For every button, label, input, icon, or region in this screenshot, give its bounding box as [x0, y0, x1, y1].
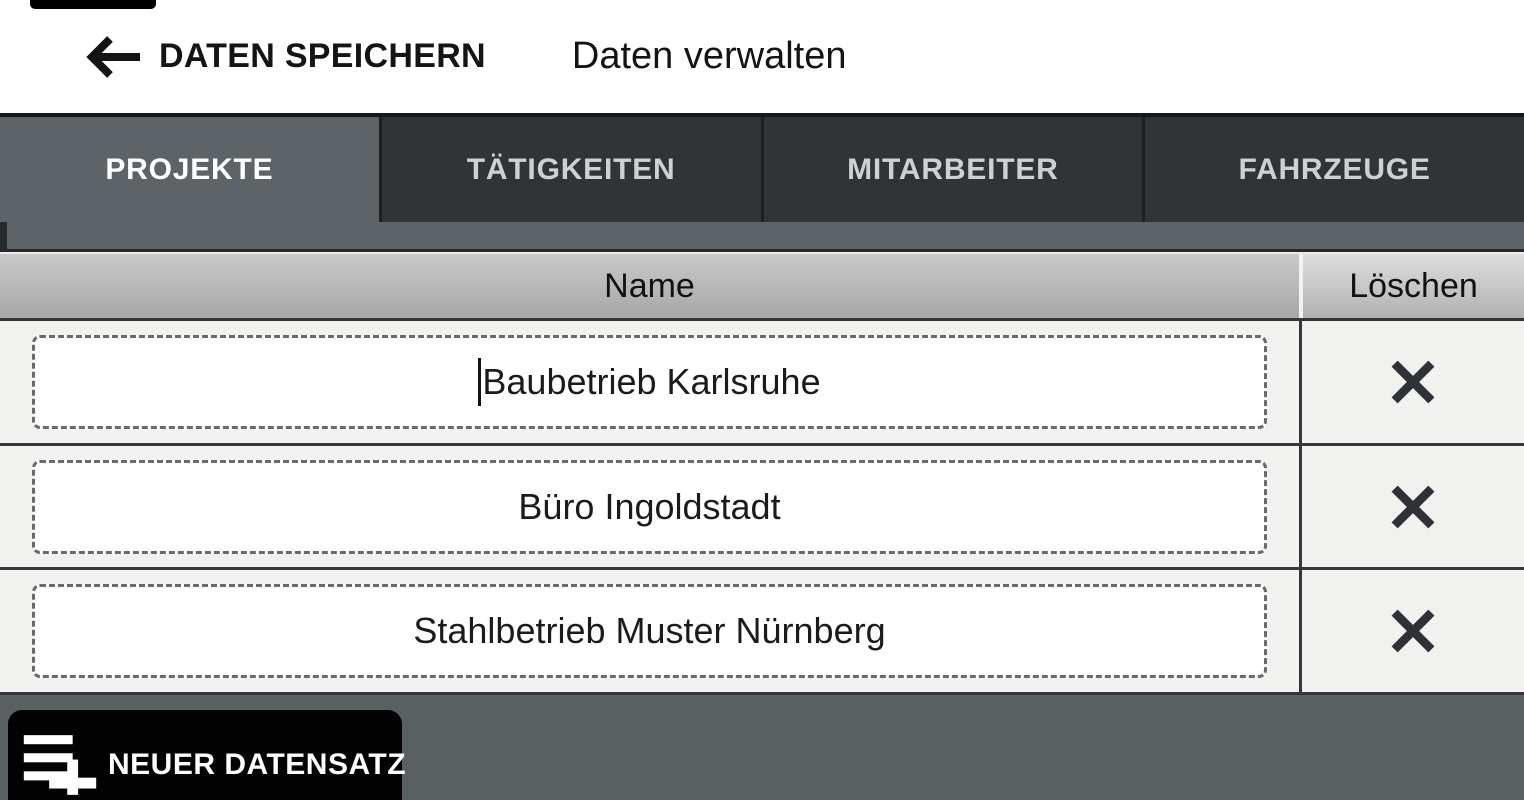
- delete-row-button[interactable]: [1299, 445, 1524, 568]
- top-bar: DATEN SPEICHERN Daten verwalten: [0, 0, 1524, 113]
- table-body: Baubetrieb Karlsruhe Büro Ingoldstadt: [0, 321, 1524, 696]
- tab-bar: PROJEKTE TÄTIGKEITEN MITARBEITER FAHRZEU…: [0, 113, 1524, 252]
- column-header-name: Name: [0, 254, 1299, 318]
- name-input[interactable]: Büro Ingoldstadt: [32, 459, 1267, 554]
- back-arrow-icon: [86, 35, 140, 78]
- save-data-back-button[interactable]: DATEN SPEICHERN: [84, 35, 486, 79]
- table-row: Büro Ingoldstadt: [0, 445, 1524, 571]
- new-record-label: NEUER DATENSATZ: [108, 748, 407, 781]
- delete-x-icon: [1391, 609, 1435, 653]
- save-data-label: DATEN SPEICHERN: [159, 37, 486, 75]
- tab-strip-edge-mark: [0, 222, 7, 249]
- column-header-delete: Löschen: [1299, 254, 1524, 318]
- delete-x-icon: [1391, 485, 1435, 528]
- tab-taetigkeiten[interactable]: TÄTIGKEITEN: [378, 117, 761, 222]
- tab-mitarbeiter[interactable]: MITARBEITER: [760, 117, 1143, 222]
- text-cursor: [478, 357, 482, 406]
- name-input[interactable]: Stahlbetrieb Muster Nürnberg: [32, 584, 1267, 679]
- name-input-value: Baubetrieb Karlsruhe: [482, 360, 821, 402]
- name-cell: Stahlbetrieb Muster Nürnberg: [0, 570, 1299, 692]
- name-input-value: Büro Ingoldstadt: [518, 485, 781, 527]
- delete-row-button[interactable]: [1299, 570, 1524, 693]
- table-header: Name Löschen: [0, 252, 1524, 321]
- name-cell: Büro Ingoldstadt: [0, 446, 1299, 568]
- table-row: Baubetrieb Karlsruhe: [0, 321, 1524, 446]
- tab-projekte[interactable]: PROJEKTE: [0, 117, 379, 249]
- delete-row-button[interactable]: [1299, 321, 1524, 443]
- name-input-value: Stahlbetrieb Muster Nürnberg: [413, 610, 886, 652]
- footer-bar: NEUER DATENSATZ: [0, 695, 1524, 800]
- page-title: Daten verwalten: [571, 35, 847, 77]
- list-plus-icon: [23, 735, 97, 795]
- name-input[interactable]: Baubetrieb Karlsruhe: [32, 334, 1267, 429]
- delete-x-icon: [1391, 360, 1435, 404]
- table-row: Stahlbetrieb Muster Nürnberg: [0, 570, 1524, 696]
- camera-notch: [30, 0, 156, 9]
- tab-fahrzeuge[interactable]: FAHRZEUGE: [1142, 117, 1524, 222]
- name-cell: Baubetrieb Karlsruhe: [0, 321, 1299, 443]
- new-record-button[interactable]: NEUER DATENSATZ: [8, 710, 406, 800]
